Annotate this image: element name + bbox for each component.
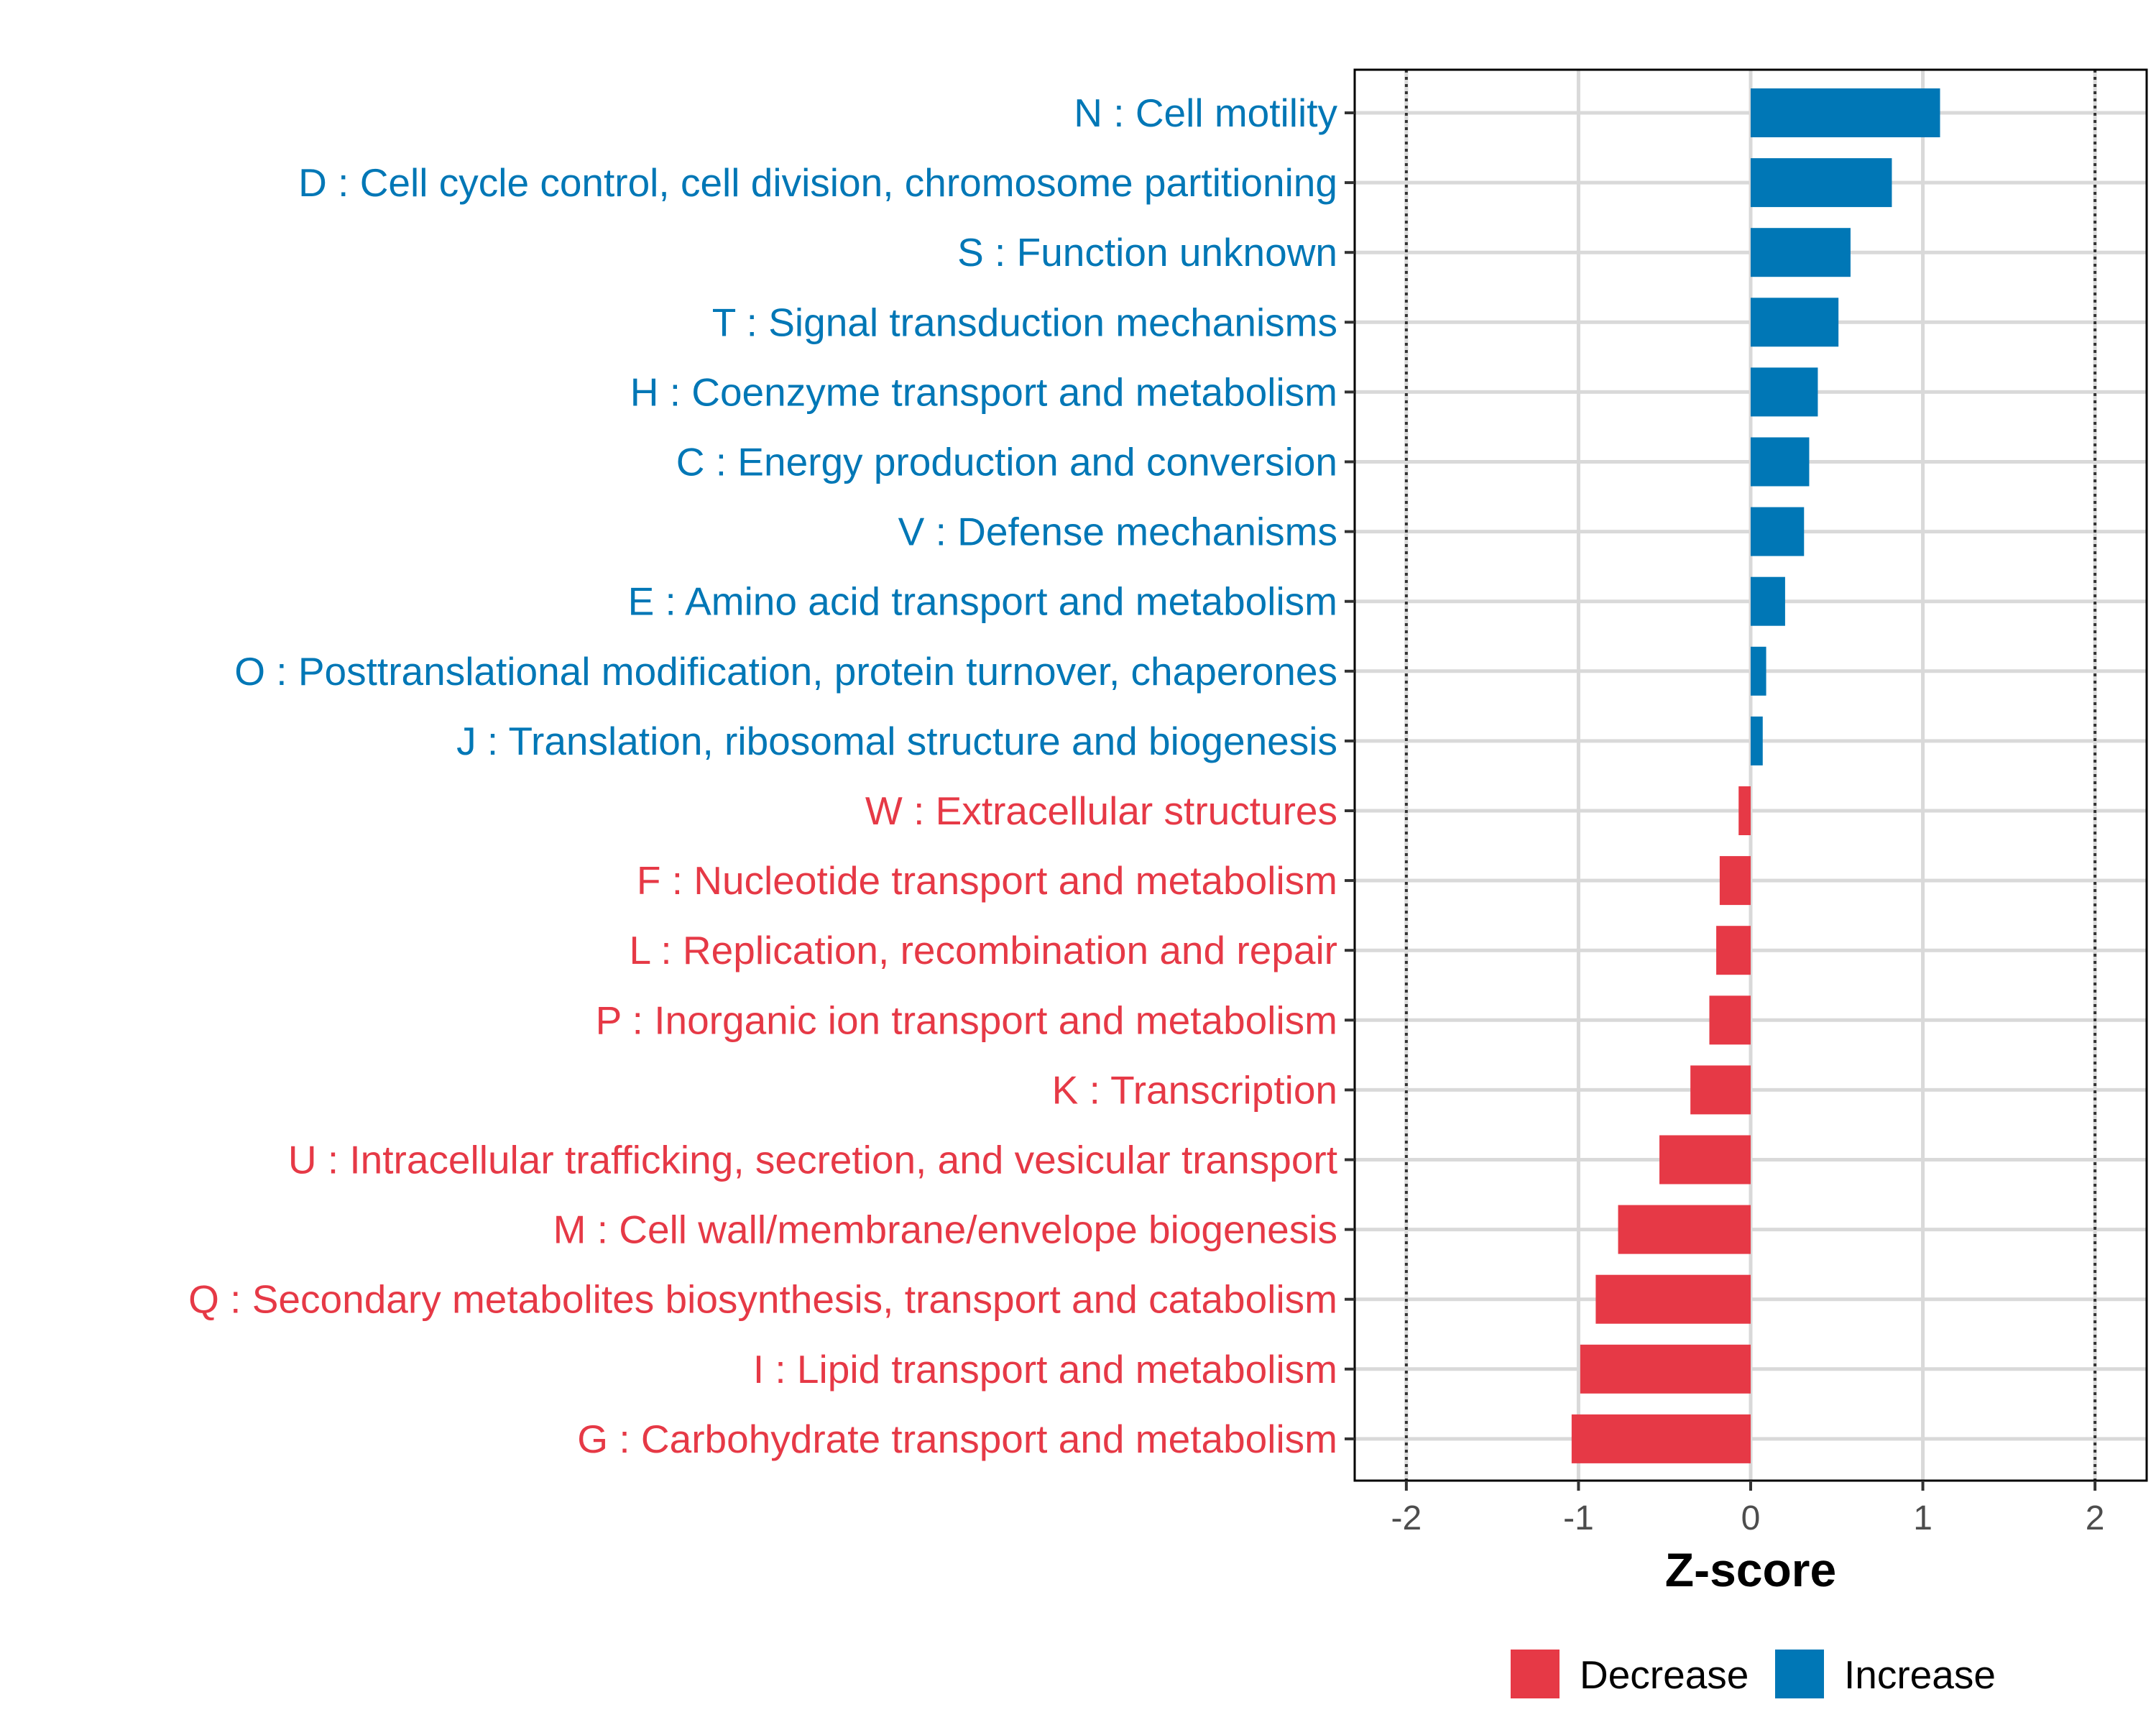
x-tick-label: -1	[1563, 1499, 1594, 1537]
category-label: O : Posttranslational modification, prot…	[234, 649, 1337, 694]
grid-layer	[1355, 70, 2147, 1481]
category-label: L : Replication, recombination and repai…	[630, 928, 1337, 972]
category-label: G : Carbohydrate transport and metabolis…	[577, 1417, 1337, 1461]
category-label: J : Translation, ribosomal structure and…	[456, 719, 1337, 763]
bar	[1751, 437, 1810, 487]
legend-swatch-increase	[1775, 1650, 1824, 1698]
bar	[1751, 158, 1892, 208]
bar	[1595, 1274, 1751, 1324]
bar	[1618, 1205, 1751, 1254]
bar	[1751, 88, 1940, 137]
category-label: S : Function unknown	[957, 230, 1337, 275]
category-label: U : Intracellular trafficking, secretion…	[288, 1138, 1337, 1182]
bar	[1719, 856, 1751, 906]
category-label: H : Coenzyme transport and metabolism	[630, 369, 1337, 414]
bar	[1751, 507, 1805, 556]
legend-label-decrease: Decrease	[1580, 1652, 1749, 1697]
x-tick-label: 1	[1913, 1499, 1932, 1537]
category-label: P : Inorganic ion transport and metaboli…	[596, 998, 1337, 1042]
category-label: K : Transcription	[1052, 1067, 1337, 1112]
legend-swatch-decrease	[1511, 1650, 1560, 1698]
category-label: W : Extracellular structures	[865, 788, 1337, 833]
bar	[1751, 228, 1851, 277]
x-tick-label: 2	[2086, 1499, 2105, 1537]
bar	[1716, 926, 1751, 975]
legend-label-increase: Increase	[1844, 1652, 1996, 1697]
x-tick-label: -2	[1391, 1499, 1422, 1537]
x-axis-title: Z-score	[1665, 1543, 1836, 1596]
reference-lines	[1404, 70, 2097, 1481]
bar	[1709, 995, 1751, 1045]
category-label: C : Energy production and conversion	[676, 440, 1337, 484]
bar	[1751, 716, 1763, 765]
category-label: M : Cell wall/membrane/envelope biogenes…	[553, 1208, 1337, 1252]
bar	[1571, 1414, 1751, 1463]
category-axis: N : Cell motility D : Cell cycle control,…	[188, 91, 1355, 1461]
category-label: T : Signal transduction mechanisms	[712, 300, 1337, 344]
bar	[1659, 1135, 1751, 1184]
bar	[1580, 1344, 1751, 1394]
bars	[1571, 88, 1940, 1463]
category-label: F : Nucleotide transport and metabolism	[637, 858, 1337, 903]
bar	[1751, 576, 1785, 626]
legend: Decrease Increase	[1511, 1650, 1996, 1698]
category-label: Q : Secondary metabolites biosynthesis, …	[188, 1277, 1337, 1322]
bar	[1751, 298, 1839, 347]
bar	[1690, 1065, 1751, 1115]
bar	[1751, 367, 1818, 417]
category-label: I : Lipid transport and metabolism	[753, 1347, 1337, 1392]
bar	[1751, 646, 1766, 696]
x-tick-label: 0	[1741, 1499, 1761, 1537]
category-label: V : Defense mechanisms	[898, 510, 1337, 554]
category-label: N : Cell motility	[1074, 91, 1337, 135]
category-label: D : Cell cycle control, cell division, c…	[298, 160, 1337, 205]
bar	[1738, 786, 1751, 835]
x-axis: -2 -1 0 1 2	[1391, 1481, 2105, 1537]
category-label: E : Amino acid transport and metabolism	[628, 579, 1337, 624]
